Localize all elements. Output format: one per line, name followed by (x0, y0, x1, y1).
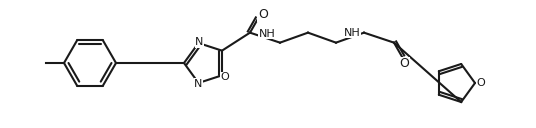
Text: O: O (399, 57, 409, 70)
Text: O: O (221, 72, 229, 82)
Text: N: N (195, 79, 203, 89)
Text: N: N (195, 37, 204, 47)
Text: O: O (258, 8, 268, 21)
Text: NH: NH (344, 28, 360, 38)
Text: NH: NH (258, 29, 276, 39)
Text: O: O (477, 78, 486, 88)
